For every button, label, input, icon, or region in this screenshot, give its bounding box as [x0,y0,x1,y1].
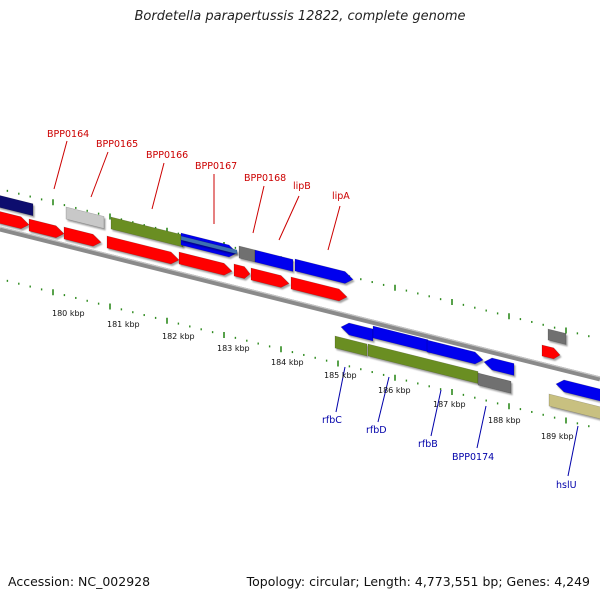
gene-blue[interactable] [294,258,354,284]
gene-green[interactable] [334,335,368,357]
gene-red[interactable] [28,218,65,239]
gene-red[interactable] [106,235,180,265]
forward-gene-tag[interactable]: BPP0165 [96,139,138,150]
accession-text: Accession: NC_002928 [8,574,151,589]
gene-blue-shade[interactable] [180,235,238,255]
forward-gene-tag[interactable]: BPP0168 [244,173,286,184]
gene-red[interactable] [63,226,102,247]
forward-gene-tag[interactable]: BPP0166 [146,150,188,161]
forward-leader [327,205,341,251]
reverse-leader [567,425,579,477]
kbp-label: 185 kbp [324,371,357,380]
kbp-label: 180 kbp [52,309,85,318]
gene-khaki[interactable] [548,393,600,420]
labels: 180 kbp 181 kbp 182 kbp 183 kbp 184 kbp 185 k… [47,129,577,491]
gene-red[interactable] [541,344,561,360]
forward-gene-tag[interactable]: BPP0164 [47,129,89,140]
reverse-gene-tag[interactable]: BPP0174 [452,452,494,463]
gene-navy[interactable] [0,195,34,217]
gene-blue[interactable] [555,379,600,403]
topology-summary: Topology: circular; Length: 4,773,551 bp… [246,574,590,589]
reverse-gene-tag[interactable]: rfbD [366,425,387,436]
forward-gene-tag[interactable]: lipA [332,191,350,202]
gene-gray[interactable] [477,372,512,394]
map-title: Bordetella parapertussis 12822, complete… [134,9,466,24]
forward-gene-tag[interactable]: lipB [293,181,311,192]
gene-blue[interactable] [340,322,374,342]
reverse-leader [476,405,487,449]
gene-red[interactable] [250,267,290,288]
gene-red[interactable] [233,263,251,279]
reverse-gene-tag[interactable]: hslU [556,480,577,491]
genome-backbone [0,226,600,382]
gene-blue[interactable] [254,249,294,272]
gene-blue[interactable] [483,357,515,376]
forward-leader [151,162,165,210]
reverse-leader [335,366,346,413]
gene-blue[interactable] [426,339,484,365]
backbone-line [0,226,600,382]
reverse-leader [377,376,390,423]
kbp-label: 181 kbp [107,320,140,329]
reverse-gene-tag[interactable]: rfbB [418,439,438,450]
gene-green[interactable] [110,216,184,248]
gene-lightgray[interactable] [65,206,105,229]
forward-leader [278,195,300,241]
backbone-highlight [0,226,600,378]
feature-tracks[interactable] [0,195,600,420]
gene-red[interactable] [178,251,233,276]
kbp-label: 182 kbp [162,332,195,341]
reverse-leader [430,389,442,437]
forward-leader [53,140,68,190]
kbp-label: 188 kbp [488,416,521,425]
forward-gene-tag[interactable]: BPP0167 [195,161,237,172]
kbp-label: 183 kbp [217,344,250,353]
kbp-label: 187 kbp [433,400,466,409]
gene-gray[interactable] [547,328,567,345]
kbp-label: 189 kbp [541,432,574,441]
gene-red[interactable] [0,211,30,230]
gene-red[interactable] [290,276,348,302]
forward-leader [252,185,265,234]
label-leaders [53,140,579,477]
forward-leader [90,151,109,198]
reverse-gene-tag[interactable]: rfbC [322,415,342,426]
kbp-label: 184 kbp [271,358,304,367]
gene-gray[interactable] [238,245,256,263]
kbp-label: 186 kbp [378,386,411,395]
